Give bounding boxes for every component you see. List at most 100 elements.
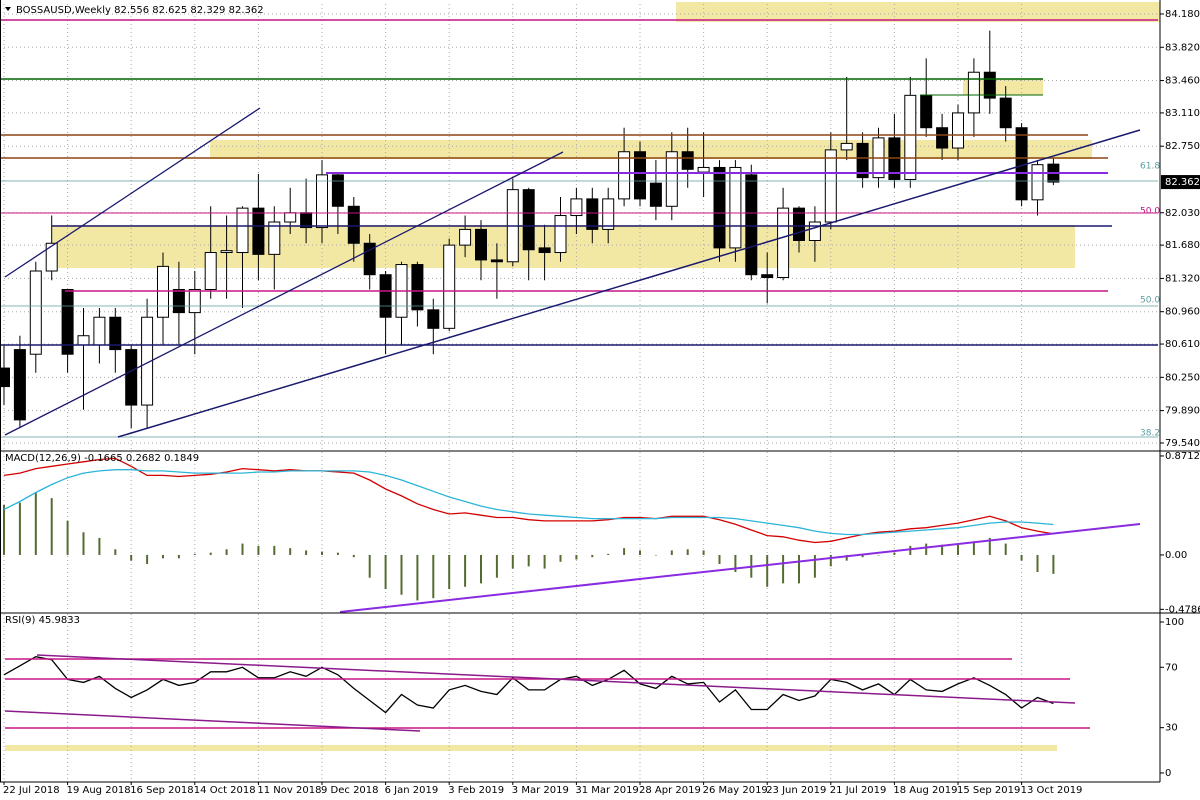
candle-body	[331, 174, 344, 207]
candle-body	[729, 166, 742, 249]
histogram-bar	[591, 554, 594, 558]
histogram-bar	[575, 554, 578, 560]
zone	[5, 745, 1057, 751]
histogram-bar	[702, 550, 705, 555]
frame	[0, 0, 1200, 783]
histogram-bar	[66, 520, 69, 555]
candle-body	[204, 252, 217, 290]
histogram-bar	[193, 553, 196, 555]
zone	[676, 2, 1160, 22]
x-tick-label: 28 Apr 2019	[639, 785, 701, 796]
y-tick-label: 82.750	[1165, 141, 1200, 152]
histogram-bar	[734, 554, 737, 572]
candle-body	[443, 244, 456, 329]
panel-title: MACD(12,26,9) -0.1665 0.2682 0.1849	[5, 453, 199, 464]
trend-line	[339, 523, 1141, 613]
histogram-bar	[177, 554, 180, 559]
histogram-bar	[527, 554, 530, 567]
candle-body	[808, 221, 821, 241]
histogram-bar	[82, 532, 85, 555]
candle-body	[840, 142, 853, 151]
x-tick-label: 15 Sep 2019	[957, 785, 1020, 796]
x-tick-label: 21 Jul 2019	[830, 785, 887, 796]
x-tick-label: 9 Dec 2018	[321, 785, 379, 796]
trend-line	[4, 107, 261, 278]
y-tick-label: 30	[1165, 723, 1178, 734]
histogram-bar	[543, 554, 546, 569]
histogram-bar	[98, 537, 101, 555]
panel-title: BOSSAUSD,Weekly 82.556 82.625 82.329 82.…	[16, 5, 264, 16]
candle-body	[45, 242, 58, 272]
candle-body	[411, 264, 424, 311]
zone	[963, 79, 1043, 95]
candle-body	[29, 270, 42, 355]
histogram-bar	[162, 554, 164, 559]
candle-body	[252, 207, 265, 255]
candle-body	[347, 205, 360, 244]
y-tick-label: 70	[1165, 662, 1178, 673]
candle-body	[0, 367, 10, 388]
x-tick-label: 16 Sep 2018	[130, 785, 193, 796]
y-tick-label: 100	[1165, 617, 1184, 628]
x-tick-label: 22 Jul 2018	[3, 785, 60, 796]
series-line	[3, 469, 1054, 536]
histogram-bar	[559, 554, 562, 562]
panel-title: RSI(9) 45.9833	[5, 615, 80, 626]
candle-body	[13, 349, 26, 421]
histogram-bar	[909, 545, 912, 555]
candle-body	[920, 94, 933, 129]
trend-line	[36, 654, 1076, 704]
candle-body	[125, 349, 138, 406]
histogram-bar	[464, 554, 467, 587]
histogram-bar	[782, 554, 785, 584]
annotations: 61.8 50.0 50.0 38.2	[1140, 162, 1160, 439]
y-tick-label: 0	[1165, 768, 1171, 779]
zone	[210, 140, 1092, 159]
trend-line	[117, 129, 1141, 438]
y-tick-label: 83.460	[1165, 76, 1200, 87]
histogram-bar	[511, 554, 514, 569]
candle-body	[61, 288, 74, 355]
histogram-bar	[34, 492, 37, 555]
candle-body	[284, 212, 297, 223]
candle-body	[967, 71, 980, 114]
histogram-bar	[686, 549, 689, 555]
x-tick-label: 3 Mar 2019	[512, 785, 569, 796]
histogram-bar	[257, 545, 260, 555]
candle-body	[109, 316, 122, 351]
histogram-bar	[289, 548, 292, 555]
histogram-bar	[273, 545, 276, 555]
candle-body	[649, 182, 662, 207]
fib-label: 38.2	[1140, 429, 1160, 439]
last-price-label: 82.362	[1165, 177, 1200, 188]
histogram-bar	[925, 543, 928, 555]
candle-body	[316, 174, 328, 229]
candle-body	[586, 198, 599, 230]
series-line	[3, 457, 1054, 544]
x-tick-label: 11 Nov 2018	[257, 785, 321, 796]
histogram-bar	[321, 551, 323, 555]
candle-body	[665, 151, 678, 207]
x-tick-label: 23 Jun 2019	[766, 785, 826, 796]
histogram-bar	[718, 554, 721, 565]
candle-body	[904, 94, 917, 180]
candle-body	[141, 316, 154, 406]
histogram-bar	[654, 554, 657, 556]
histogram-bar	[766, 554, 769, 587]
candle-body	[220, 250, 233, 254]
histogram-bar	[877, 554, 880, 556]
histogram-bar	[607, 553, 610, 555]
candle-body	[634, 151, 646, 200]
histogram-bar	[957, 543, 959, 555]
candle-body	[952, 112, 964, 149]
histogram-bar	[623, 548, 626, 555]
histogram-bar	[639, 550, 641, 555]
y-tick-label: 0.8712	[1165, 451, 1200, 462]
candle-body	[602, 198, 615, 230]
last-price-box	[1161, 175, 1200, 190]
menu-icon[interactable]	[5, 7, 11, 11]
x-tick-label: 26 May 2019	[703, 785, 768, 796]
candle-body	[618, 151, 631, 200]
